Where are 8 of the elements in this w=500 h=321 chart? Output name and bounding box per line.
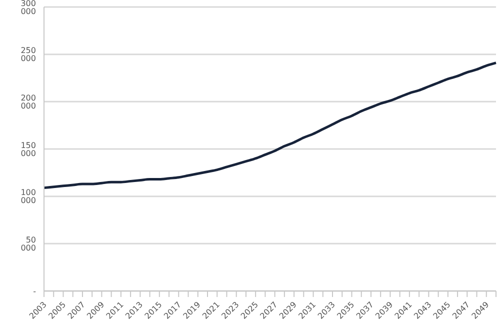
y-tick-label: 300 000 <box>20 0 36 16</box>
y-tick-label: 250 000 <box>20 46 36 64</box>
line-series <box>42 62 498 190</box>
y-tick-label: 200 000 <box>20 94 36 111</box>
y-tick-label: - <box>33 286 36 296</box>
y-tick-label: 150 000 <box>20 140 36 158</box>
y-tick-label: 50 000 <box>20 236 36 253</box>
y-tick-label: 100 000 <box>20 188 36 206</box>
